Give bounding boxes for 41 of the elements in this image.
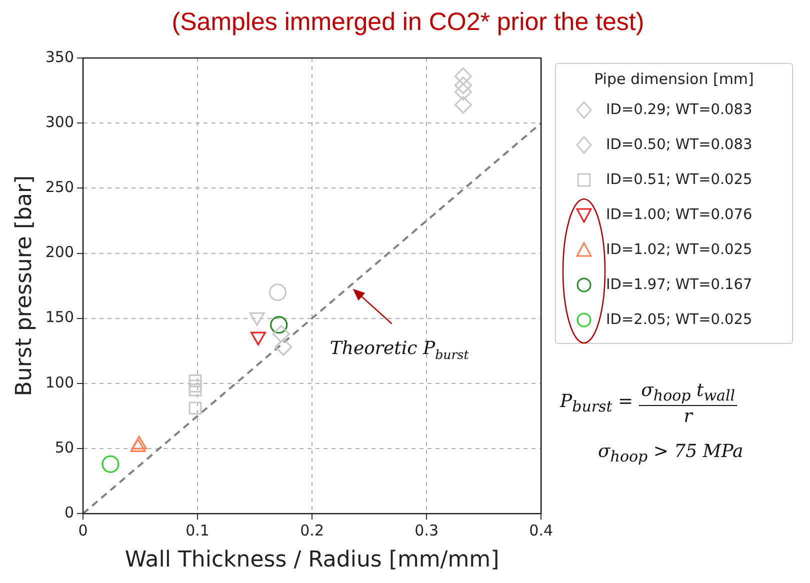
legend-label: ID=2.05; WT=0.025 — [606, 312, 752, 328]
point — [454, 76, 472, 94]
x-tick-label: 0 — [78, 521, 88, 540]
point — [188, 402, 202, 415]
point — [268, 284, 286, 302]
legend-label: ID=1.02; WT=0.025 — [606, 242, 752, 258]
text: σ$_{hoop}$ > 75 MPa — [598, 440, 744, 466]
point — [454, 96, 472, 114]
point — [274, 338, 292, 356]
y-tick-label: 150 — [45, 308, 74, 326]
point — [102, 455, 120, 473]
y-tick-label: 200 — [45, 243, 74, 262]
chart-title: (Samples immerged in CO2* prior the test) — [170, 8, 646, 37]
x-axis-title: Wall Thickness / Radius [mm/mm] — [124, 548, 500, 573]
y-tick-label: 100 — [45, 373, 74, 392]
point — [454, 67, 472, 86]
y-tick-label: 350 — [45, 48, 74, 66]
y-tick-label: 0 — [64, 503, 74, 522]
point — [270, 316, 288, 334]
point — [454, 83, 472, 101]
x-tick-label: 0.1 — [186, 521, 210, 540]
legend-label: ID=1.00; WT=0.076 — [606, 206, 752, 222]
y-tick-label: 250 — [45, 178, 74, 196]
x-tick-label: 0.2 — [300, 521, 324, 540]
text: P$_{burst}$ = — [560, 391, 634, 416]
legend-title: Pipe dimension [mm] — [593, 70, 755, 88]
text: σ$_{hoop}$ t$_{wall}$ — [639, 380, 738, 406]
legend-label: ID=0.29; WT=0.083 — [606, 102, 752, 118]
legend-label: ID=0.50; WT=0.083 — [606, 136, 752, 152]
y-axis-title: Burst pressure [bar] — [12, 175, 37, 396]
text: r — [684, 406, 692, 427]
point — [188, 374, 202, 388]
point — [188, 383, 202, 396]
point — [272, 325, 290, 343]
legend-label: ID=0.51; WT=0.025 — [606, 172, 752, 188]
y-tick-label: 50 — [54, 438, 74, 456]
y-tick-label: 300 — [45, 112, 74, 131]
point — [188, 380, 202, 392]
legend-label: ID=1.97; WT=0.167 — [606, 276, 752, 292]
x-tick-label: 0.3 — [414, 521, 438, 540]
x-tick-label: 0.4 — [529, 521, 553, 540]
